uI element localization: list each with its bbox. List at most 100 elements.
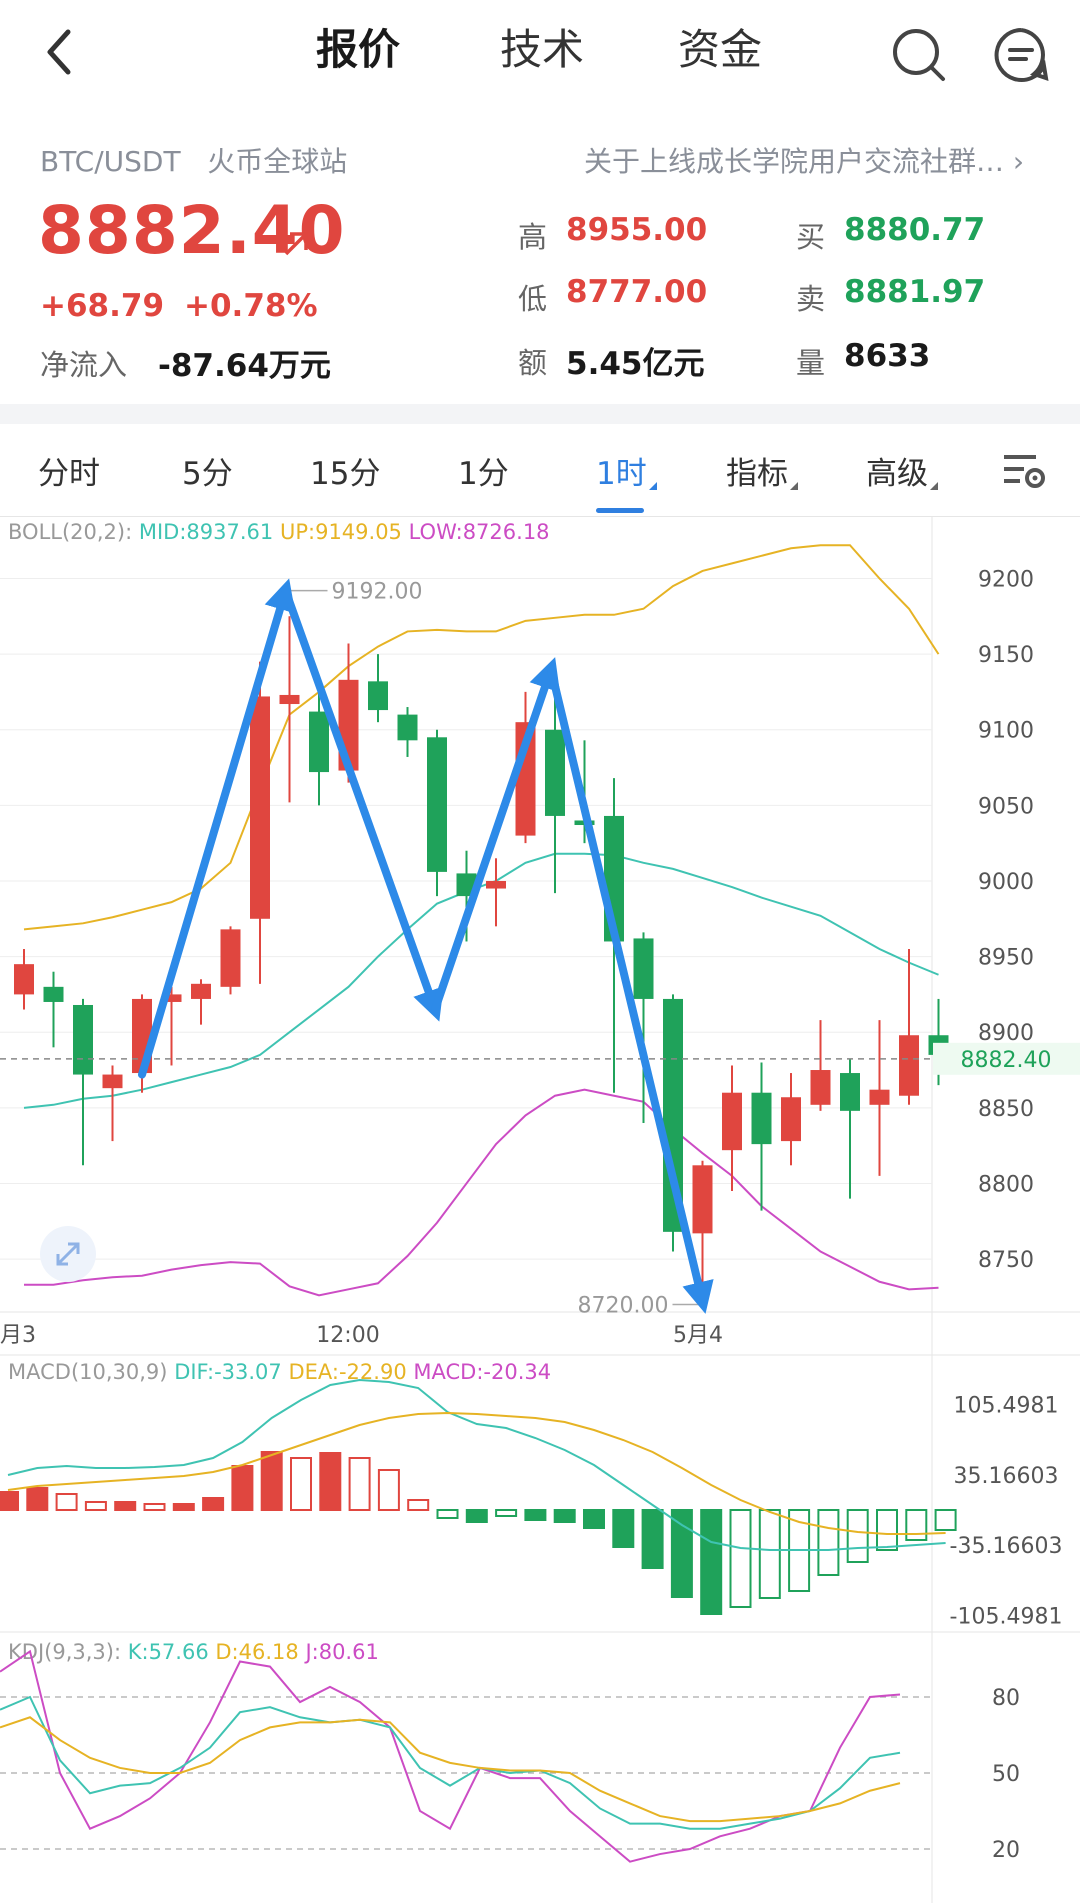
notice-link[interactable]: 关于上线成长学院用户交流社群… ›: [584, 140, 1024, 180]
macd-bar-negative: [934, 1509, 957, 1531]
boll-lower-line: [24, 1088, 939, 1297]
macd-dif: DIF:-33.07: [174, 1360, 282, 1384]
macd-bar-positive: [377, 1469, 400, 1511]
y-tick-label: 8850: [978, 1097, 1034, 1122]
boll-mid-line: [23, 852, 939, 1109]
macd-bar-negative: [641, 1509, 664, 1569]
macd-dea: DEA:-22.90: [288, 1360, 407, 1384]
kdj-d: D:46.18: [215, 1640, 299, 1664]
macd-bar-positive: [26, 1487, 49, 1511]
high-label: 高: [518, 220, 548, 254]
exchange-name: 火币全球站: [207, 145, 348, 178]
macd-bar-positive: [0, 1491, 19, 1511]
amount-value: 5.45亿元: [566, 346, 705, 382]
macd-bar-positive: [407, 1499, 430, 1511]
section-divider: [0, 404, 1080, 424]
candle-body-up: [14, 964, 34, 995]
macd-bar-negative: [876, 1509, 898, 1551]
notice-text: 关于上线成长学院用户交流社群…: [584, 145, 1005, 178]
macd-bar-negative: [758, 1509, 781, 1599]
kdj-j-line: [0, 1649, 901, 1863]
candle-body-down: [43, 986, 64, 1002]
candle-body-down: [751, 1092, 772, 1145]
period-tab-1m[interactable]: 1分: [458, 456, 509, 492]
period-tab-advanced-label: 高级: [866, 456, 928, 492]
price-change-pct: +0.78%: [184, 288, 318, 324]
low-marker-label: 8720.00: [578, 1293, 669, 1318]
expand-icon: [56, 1242, 80, 1266]
candle-body-down: [397, 714, 418, 741]
y-tick-label: 9050: [978, 794, 1034, 819]
y-tick-label: 8800: [978, 1172, 1034, 1197]
macd-bar-positive: [290, 1457, 312, 1511]
candle-body-up: [220, 929, 241, 987]
y-tick-label: 8950: [978, 946, 1034, 971]
kdj-title: KDJ(9,3,3):: [8, 1640, 122, 1664]
chart-settings-icon[interactable]: [1002, 452, 1046, 490]
tabs-divider: [0, 516, 1080, 517]
amount-label: 额: [518, 346, 548, 380]
macd-bar-positive: [319, 1452, 342, 1511]
pair-symbol: BTC/USDT: [40, 145, 181, 178]
tab-technical[interactable]: 技术: [500, 25, 585, 74]
kdj-k-line: [0, 1695, 901, 1830]
macd-bar-positive: [84, 1501, 107, 1511]
chat-menu-icon[interactable]: [992, 26, 1050, 84]
period-tab-15m[interactable]: 15分: [310, 456, 381, 492]
sell-value: 8881.97: [844, 274, 986, 310]
macd-bar-negative: [495, 1509, 518, 1517]
candle-body-down: [368, 681, 388, 711]
candle-body-up: [692, 1165, 713, 1234]
macd-bar-negative: [436, 1509, 459, 1519]
high-value: 8955.00: [566, 212, 708, 248]
x-tick-label: 5月4: [673, 1323, 723, 1348]
candle-body-down: [309, 711, 329, 773]
caret-down-icon: [648, 482, 657, 490]
tab-funds[interactable]: 资金: [678, 25, 763, 74]
kdj-k: K:57.66: [127, 1640, 209, 1664]
boll-legend: BOLL(20,2): MID:8937.61 UP:9149.05 LOW:8…: [8, 520, 550, 544]
last-price: 8882.40: [38, 192, 346, 269]
kdj-j: J:80.61: [305, 1640, 379, 1664]
tab-quote[interactable]: 报价: [316, 25, 401, 74]
y-tick-label: 9200: [978, 567, 1034, 592]
candle-body-up: [161, 994, 182, 1002]
candle-body-up: [810, 1070, 831, 1105]
macd-bar-negative: [670, 1509, 693, 1598]
macd-bar-positive: [348, 1457, 371, 1511]
price-change: +68.79: [40, 288, 165, 324]
search-icon[interactable]: [890, 26, 948, 84]
candle-body-up: [869, 1089, 890, 1105]
candle-body-up: [102, 1074, 123, 1089]
boll-mid: MID:8937.61: [138, 520, 274, 544]
period-tab-advanced[interactable]: 高级: [866, 448, 938, 493]
period-tab-indicators[interactable]: 指标: [726, 448, 798, 493]
macd-bar-positive: [55, 1493, 78, 1511]
candle-body-up: [722, 1092, 742, 1151]
back-icon[interactable]: [40, 26, 80, 78]
expand-chart-button[interactable]: [40, 1226, 96, 1282]
macd-bar-positive: [114, 1501, 137, 1511]
macd-bar-positive: [231, 1465, 254, 1511]
volume-value: 8633: [844, 338, 931, 374]
kdj-legend: KDJ(9,3,3): K:57.66 D:46.18 J:80.61: [8, 1640, 379, 1664]
sell-label: 卖: [796, 282, 826, 316]
macd-bar-negative: [524, 1509, 547, 1521]
pattern-arrow: [431, 657, 560, 1014]
current-price-tag: [933, 1042, 1080, 1075]
period-tab-1h-label: 1时: [596, 456, 647, 492]
candle-body-down: [73, 1004, 93, 1075]
candle-body-down: [840, 1073, 860, 1111]
macd-dif-line: [7, 1378, 946, 1551]
period-tab-1h[interactable]: 1时: [596, 448, 657, 493]
x-tick-label: 月3: [0, 1323, 36, 1348]
y-tick-label: 8750: [978, 1248, 1034, 1273]
net-inflow-label: 净流入: [40, 348, 128, 382]
volume-label: 量: [796, 346, 826, 380]
period-tab-timeshare[interactable]: 分时: [38, 456, 100, 492]
pattern-arrow: [138, 578, 296, 1079]
period-tab-5m[interactable]: 5分: [182, 456, 233, 492]
caret-down-icon: [930, 482, 938, 490]
candle-body-up: [279, 694, 300, 705]
